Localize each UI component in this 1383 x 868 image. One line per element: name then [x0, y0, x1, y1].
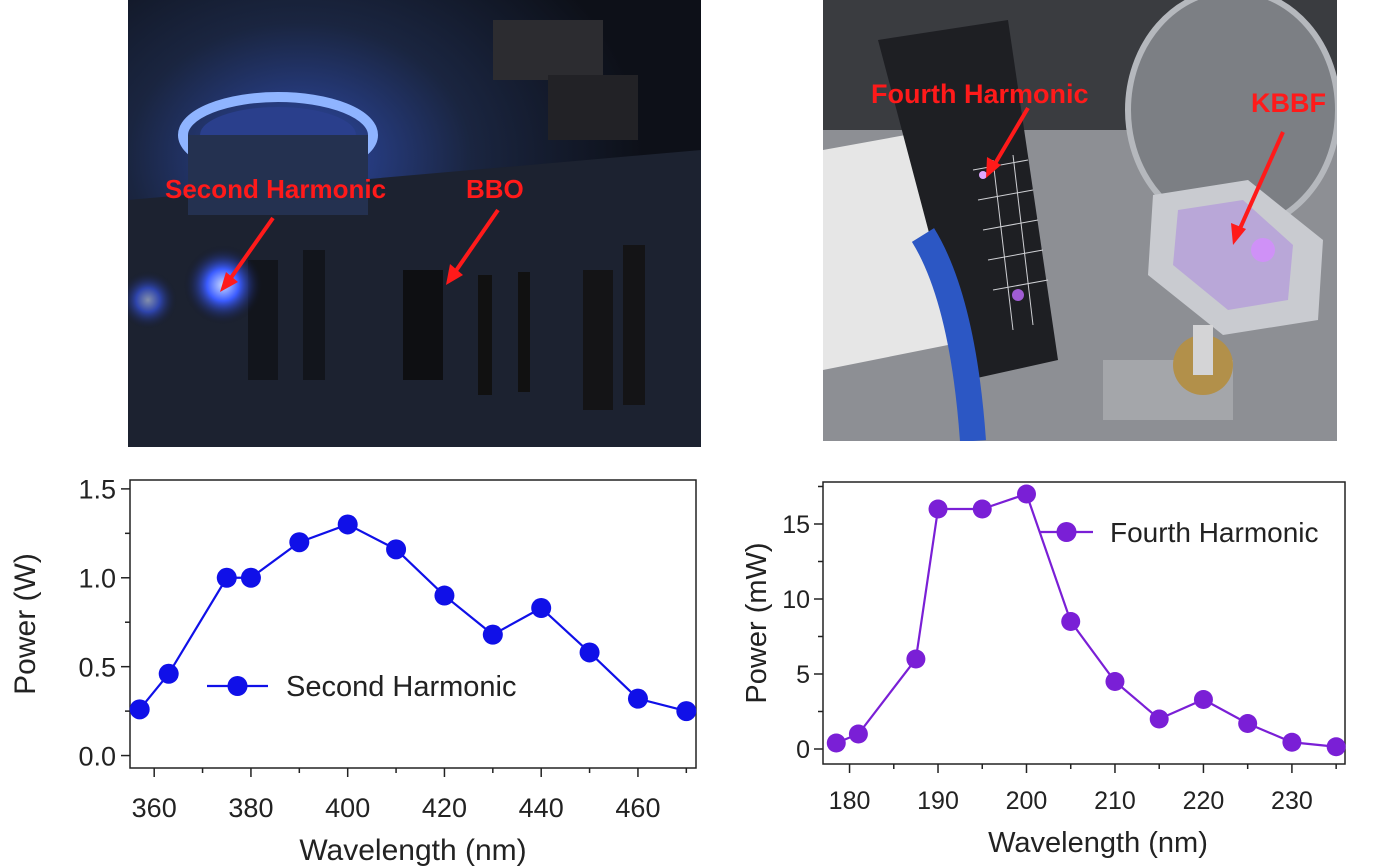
c2-data-point — [826, 733, 846, 753]
c1-data-point — [434, 585, 455, 606]
c1-data-point — [627, 688, 648, 709]
c1-x-tick-label: 360 — [132, 793, 177, 823]
c2-data-point — [1061, 612, 1081, 631]
c2-x-tick-label: 200 — [1006, 787, 1048, 815]
c2-data-point — [848, 724, 868, 744]
c1-data-point — [158, 663, 179, 684]
chart2-legend-marker — [1056, 522, 1077, 542]
c2-y-tick-label: 0 — [796, 736, 810, 764]
c2-data-point — [972, 499, 992, 519]
arrowhead-fourth-harmonic — [986, 157, 1001, 178]
chart-second-harmonic: 360 380 400 420 440 460 0.0 0.5 1.0 1.5 Second H… — [9, 475, 697, 867]
arrowhead-kbbf — [1231, 223, 1246, 245]
c2-data-point — [1149, 709, 1169, 729]
chart2-legend: Fourth Harmonic — [1040, 517, 1319, 548]
arrowhead-second-harmonic — [220, 272, 238, 292]
c2-data-point — [928, 499, 948, 519]
label-second-harmonic: Second Harmonic — [165, 174, 386, 204]
photo-left-illustration: Second Harmonic BBO — [128, 0, 701, 447]
arrow-second-harmonic — [226, 216, 275, 284]
c1-x-tick-label: 460 — [615, 793, 660, 823]
c1-x-tick-label: 400 — [325, 793, 370, 823]
c1-data-point — [531, 598, 552, 618]
c1-data-point — [289, 532, 310, 553]
c2-data-point — [1326, 737, 1346, 757]
c1-data-point — [240, 567, 261, 588]
chart1-legend-marker — [227, 676, 248, 696]
c2-x-tick-label: 180 — [829, 787, 871, 815]
c1-y-tick-label: 1.0 — [78, 563, 116, 593]
arrow-bbo — [451, 208, 500, 277]
chart1-y-axis-label: Power (W) — [9, 553, 42, 695]
arrow-fourth-harmonic — [991, 106, 1030, 169]
label-bbo: BBO — [466, 174, 524, 204]
c1-x-tick-label: 420 — [422, 793, 467, 823]
chart2-x-axis-label: Wavelength (nm) — [988, 827, 1208, 859]
chart1-x-axis-label: Wavelength (nm) — [299, 834, 526, 867]
c2-data-point — [1282, 732, 1302, 752]
c2-data-point — [1238, 714, 1258, 733]
c1-data-point — [676, 701, 697, 722]
c1-y-tick-label: 1.5 — [78, 475, 116, 505]
c2-data-point — [1105, 672, 1125, 691]
chart1-legend: Second Harmonic — [207, 671, 517, 703]
c1-data-point — [579, 642, 600, 663]
label-fourth-harmonic: Fourth Harmonic — [871, 79, 1089, 109]
photo-right-illustration: Fourth Harmonic KBBF — [823, 0, 1337, 441]
c1-data-point — [129, 699, 150, 720]
c1-data-point — [337, 514, 358, 535]
photo-second-harmonic-setup: Second Harmonic BBO — [128, 0, 701, 447]
c2-x-tick-label: 190 — [917, 787, 959, 815]
c1-y-tick-label: 0.5 — [78, 652, 116, 682]
chart2-y-axis-label: Power (mW) — [741, 542, 773, 703]
c2-x-tick-label: 220 — [1183, 787, 1225, 815]
c1-x-tick-label: 380 — [228, 793, 273, 823]
c2-data-point — [1193, 690, 1213, 709]
chart2-plot-frame — [822, 481, 1346, 765]
c2-y-tick-label: 10 — [782, 586, 810, 614]
c1-data-point — [386, 539, 407, 560]
arrow-kbbf — [1236, 131, 1285, 234]
c2-data-point — [906, 649, 926, 669]
c1-data-point — [482, 624, 503, 645]
chart1-legend-label: Second Harmonic — [286, 671, 517, 703]
chart-fourth-harmonic: 180 190 200 210 220 230 0 5 10 15 Fourth Harmoni… — [741, 481, 1346, 859]
c2-y-tick-label: 5 — [796, 661, 810, 689]
c2-y-tick-label: 15 — [782, 511, 810, 539]
c2-x-tick-label: 230 — [1271, 787, 1313, 815]
c2-data-point — [1016, 484, 1036, 504]
c1-x-tick-label: 440 — [519, 793, 564, 823]
photo-fourth-harmonic-setup: Fourth Harmonic KBBF — [823, 0, 1337, 441]
chart1-plot-frame — [129, 479, 697, 769]
arrowhead-bbo — [446, 264, 463, 285]
label-kbbf: KBBF — [1251, 88, 1326, 118]
c2-x-tick-label: 210 — [1094, 787, 1136, 815]
c1-y-tick-label: 0.0 — [78, 741, 116, 771]
chart2-legend-label: Fourth Harmonic — [1110, 517, 1319, 548]
c1-data-point — [216, 567, 237, 588]
